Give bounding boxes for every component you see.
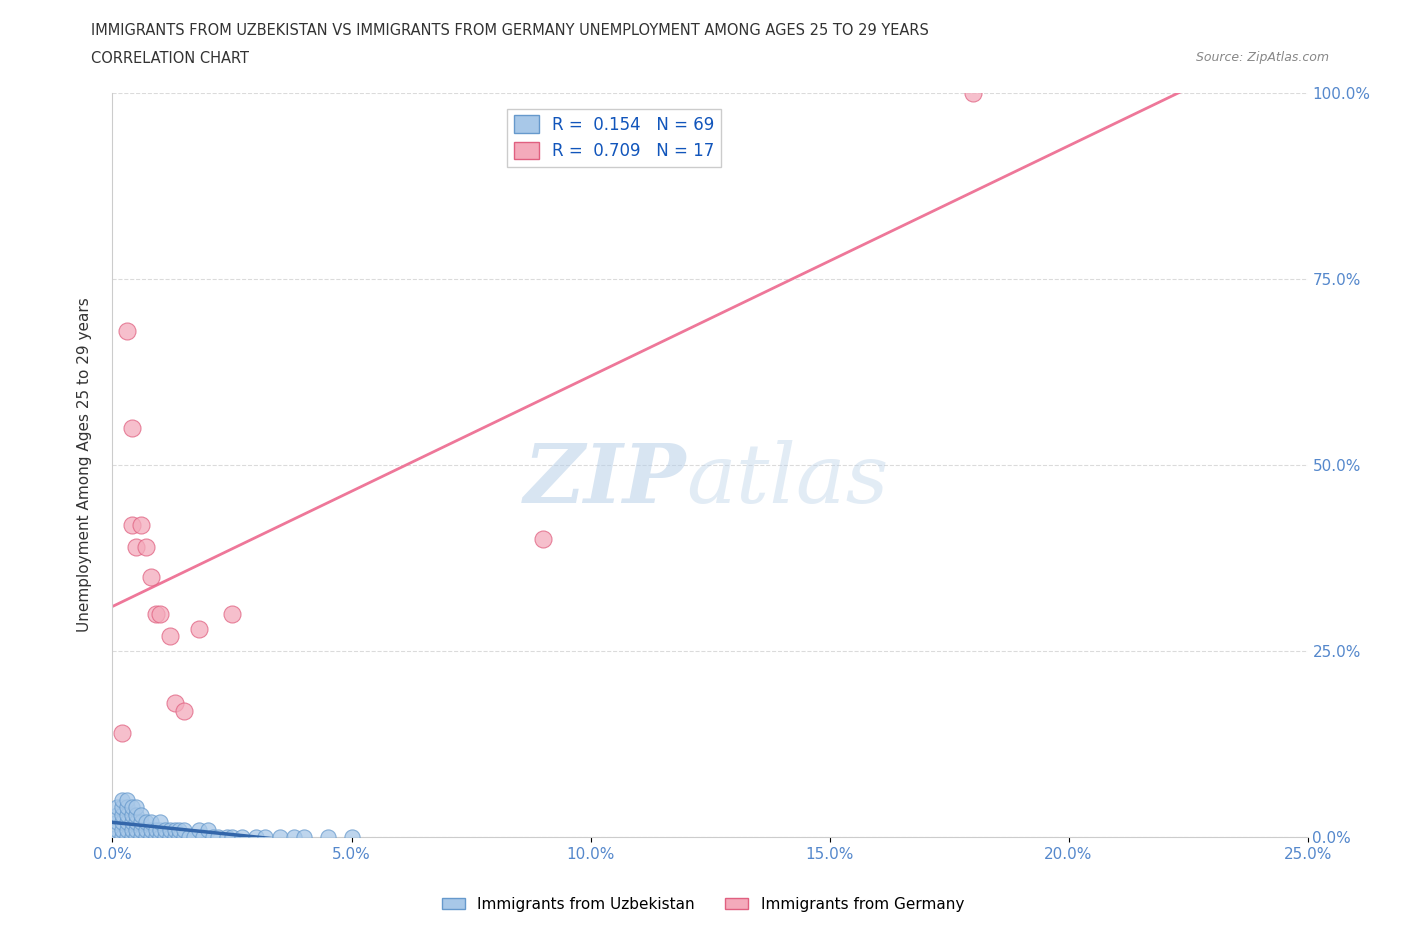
Point [105, 800, 128, 815]
Point [129, 807, 152, 822]
Point [145, 830, 167, 844]
Point [292, 830, 315, 844]
Point [111, 800, 134, 815]
Point [173, 830, 195, 844]
Point [197, 822, 219, 837]
Point [111, 822, 134, 837]
Point [145, 822, 167, 837]
Point [115, 822, 138, 837]
Point [121, 517, 143, 532]
Point [187, 621, 209, 636]
Point [962, 86, 984, 100]
Point [163, 822, 186, 837]
Point [125, 830, 148, 844]
Point [135, 815, 157, 830]
Point [159, 629, 181, 644]
Point [111, 792, 134, 807]
Point [115, 815, 138, 830]
Point [531, 532, 554, 547]
Point [139, 822, 162, 837]
Point [125, 800, 148, 815]
Point [340, 830, 363, 844]
Point [173, 822, 195, 837]
Point [105, 822, 128, 837]
Point [153, 830, 176, 844]
Point [105, 807, 128, 822]
Point [115, 324, 138, 339]
Point [129, 815, 152, 830]
Point [231, 830, 253, 844]
Point [115, 800, 138, 815]
Point [207, 830, 229, 844]
Point [125, 822, 148, 837]
Point [163, 696, 186, 711]
Point [153, 822, 176, 837]
Text: Source: ZipAtlas.com: Source: ZipAtlas.com [1195, 51, 1329, 64]
Point [159, 822, 181, 837]
Text: atlas: atlas [686, 440, 889, 520]
Point [115, 807, 138, 822]
Point [121, 420, 143, 435]
Point [193, 830, 215, 844]
Point [129, 830, 152, 844]
Point [173, 703, 195, 718]
Text: CORRELATION CHART: CORRELATION CHART [91, 51, 249, 66]
Point [121, 815, 143, 830]
Point [169, 822, 191, 837]
Point [217, 830, 239, 844]
Point [316, 830, 339, 844]
Point [111, 807, 134, 822]
Point [221, 830, 243, 844]
Point [245, 830, 267, 844]
Point [125, 807, 148, 822]
Point [187, 822, 209, 837]
Point [135, 539, 157, 554]
Point [111, 815, 134, 830]
Point [221, 606, 243, 621]
Point [149, 815, 172, 830]
Point [105, 815, 128, 830]
Point [177, 830, 200, 844]
Point [105, 830, 128, 844]
Point [149, 606, 172, 621]
Point [115, 792, 138, 807]
Text: IMMIGRANTS FROM UZBEKISTAN VS IMMIGRANTS FROM GERMANY UNEMPLOYMENT AMONG AGES 25: IMMIGRANTS FROM UZBEKISTAN VS IMMIGRANTS… [91, 23, 929, 38]
Point [269, 830, 291, 844]
Point [283, 830, 305, 844]
Point [201, 830, 224, 844]
Point [149, 822, 172, 837]
Point [121, 800, 143, 815]
Legend: R =  0.154   N = 69, R =  0.709   N = 17: R = 0.154 N = 69, R = 0.709 N = 17 [508, 109, 721, 166]
Legend: Immigrants from Uzbekistan, Immigrants from Germany: Immigrants from Uzbekistan, Immigrants f… [436, 891, 970, 918]
Point [121, 830, 143, 844]
Point [159, 830, 181, 844]
Y-axis label: Unemployment Among Ages 25 to 29 years: Unemployment Among Ages 25 to 29 years [77, 298, 91, 632]
Point [111, 725, 134, 740]
Point [135, 830, 157, 844]
Point [169, 830, 191, 844]
Point [139, 569, 162, 584]
Point [121, 822, 143, 837]
Point [149, 830, 172, 844]
Point [129, 517, 152, 532]
Point [145, 606, 167, 621]
Point [115, 830, 138, 844]
Point [135, 822, 157, 837]
Point [111, 830, 134, 844]
Point [129, 822, 152, 837]
Point [121, 807, 143, 822]
Point [139, 830, 162, 844]
Point [125, 815, 148, 830]
Point [183, 830, 205, 844]
Text: ZIP: ZIP [523, 440, 686, 520]
Point [163, 830, 186, 844]
Point [125, 539, 148, 554]
Point [139, 815, 162, 830]
Point [254, 830, 277, 844]
